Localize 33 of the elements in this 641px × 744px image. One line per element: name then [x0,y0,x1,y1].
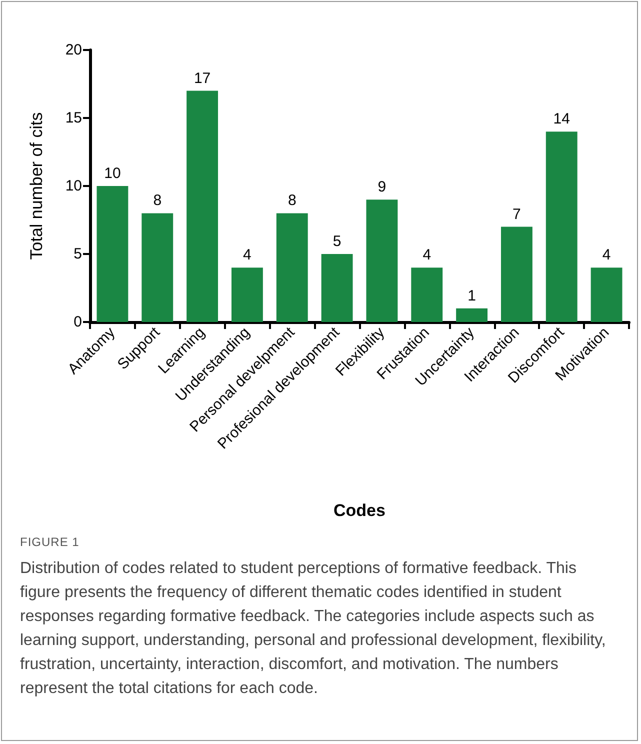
bar [96,186,128,322]
data-label: 4 [602,246,611,264]
bar [276,213,308,322]
data-label: 8 [288,192,296,210]
data-label: 10 [104,165,121,182]
y-tick-label: 5 [74,246,82,262]
bar [186,90,218,322]
caption: FIGURE 1 [20,535,80,549]
y-tick-label: 0 [74,314,82,330]
bar [321,254,353,322]
bar [500,226,532,322]
data-label: 5 [332,233,342,250]
y-tick-label: 20 [65,42,82,58]
data-label: 17 [194,70,211,87]
data-label: 4 [243,246,252,264]
data-label: 9 [378,178,386,196]
data-label: 1 [468,287,476,304]
data-label: 14 [553,110,570,128]
bar [411,268,443,322]
bar [546,132,578,322]
y-axis-title: Total number of cits [27,112,46,260]
bar [590,268,622,322]
bar [142,213,174,322]
text: Distribution of codes related to student perceptions of formative feedback. This figure presents the frequency of different thematic codes identified in student responses regarding formative feedback. The categories include aspects such as learning support, understanding, personal and professional development, flexibility, frustration, uncertainty, interaction, discomfort, and motivation. The numbers represent the total citations for each code. [20,559,607,699]
y-tick-label: 15 [65,110,82,126]
bar [456,308,488,322]
y-tick-label: 10 [65,178,82,194]
bar [231,268,263,322]
data-label: 4 [422,246,432,264]
x-axis-title: Codes [334,501,386,520]
data-label: 7 [512,206,521,223]
data-label: 8 [153,192,162,210]
bar [366,200,398,322]
